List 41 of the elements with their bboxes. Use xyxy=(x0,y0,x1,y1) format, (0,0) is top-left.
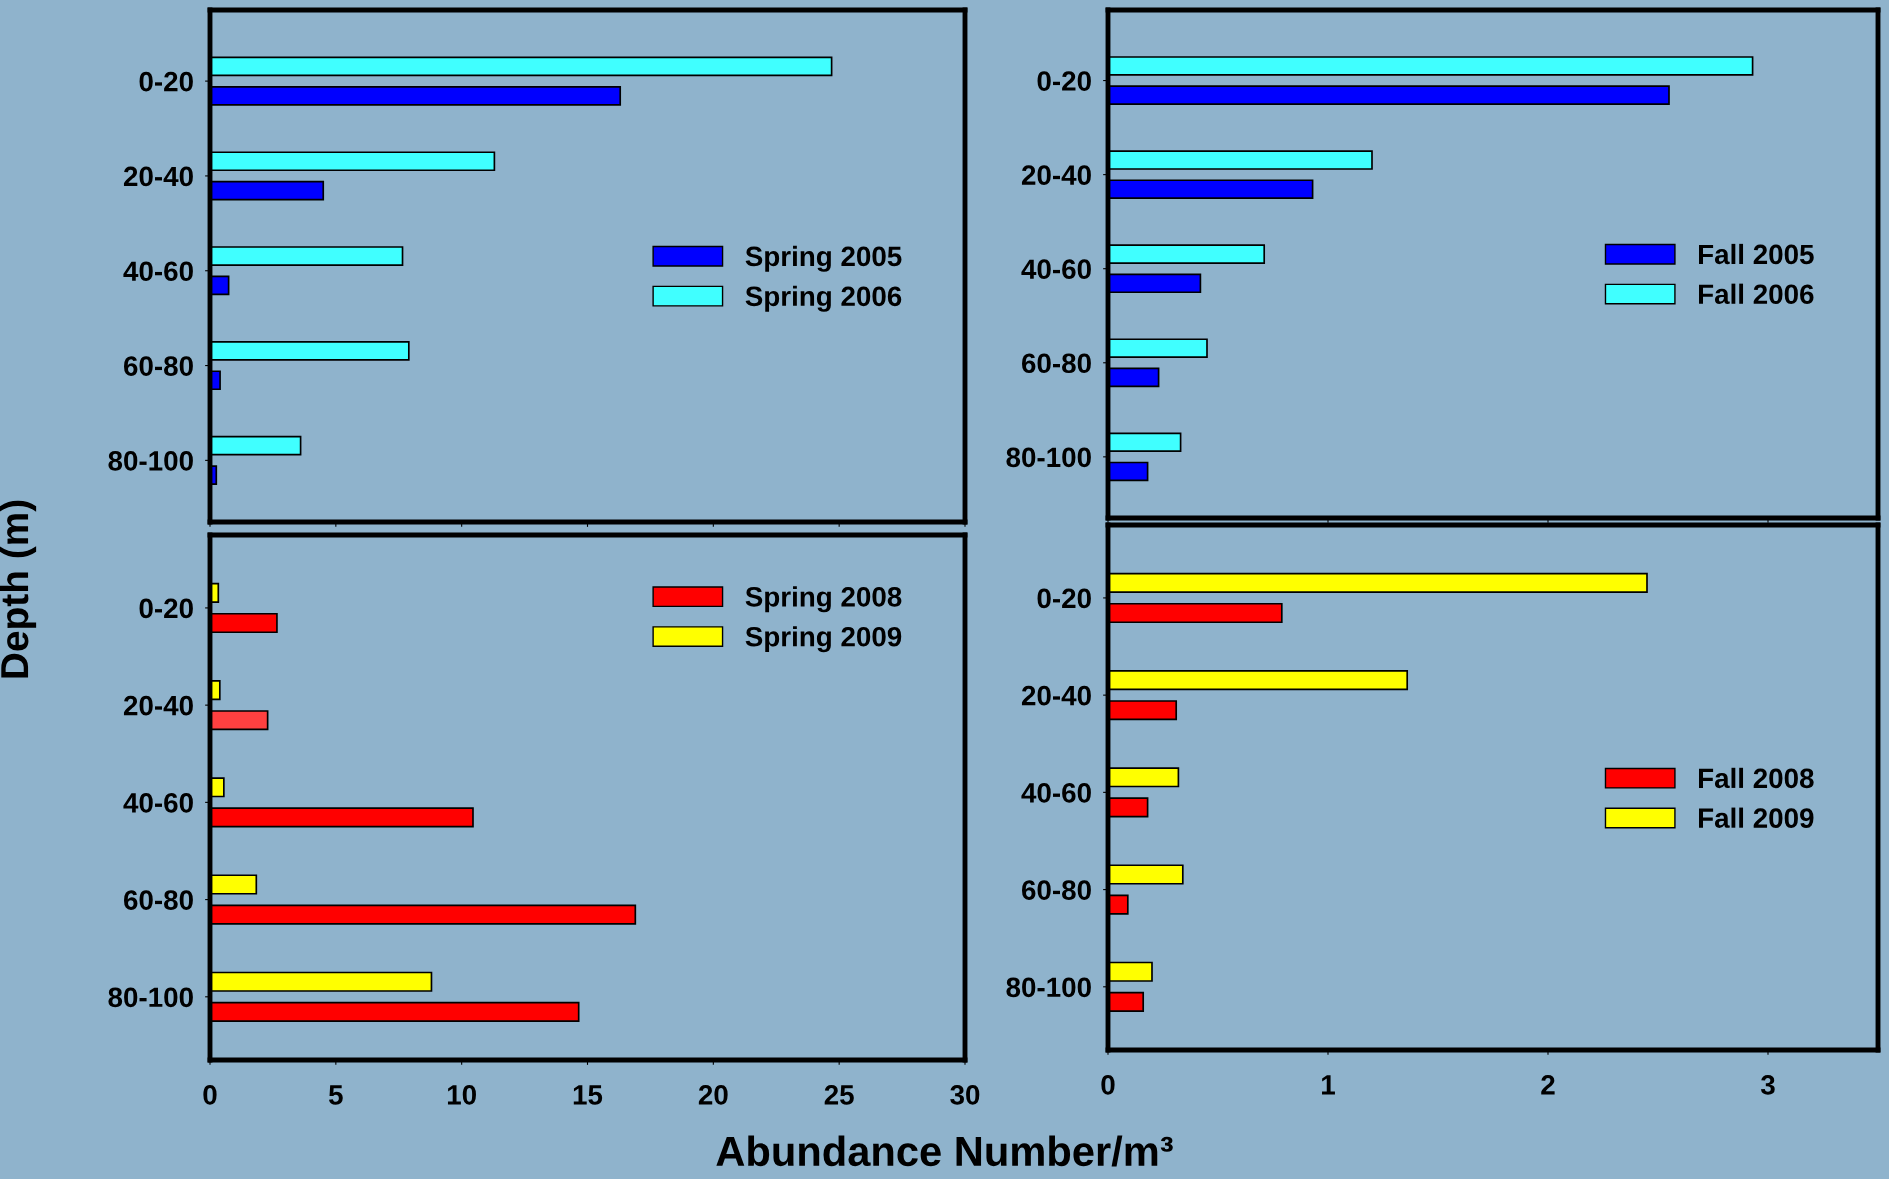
legend-label: Spring 2009 xyxy=(745,626,902,653)
y-tick-label: 80-100 xyxy=(1006,447,1091,468)
x-tick-label: 20 xyxy=(698,1085,728,1105)
y-tick-label: 0-20 xyxy=(1037,588,1091,609)
y-tick-label: 20-40 xyxy=(1021,165,1091,185)
y-tick-label: 40-60 xyxy=(123,793,193,813)
x-tick-label: 15 xyxy=(573,1085,603,1105)
x-tick-label: 30 xyxy=(950,1085,980,1105)
y-tick-label: 80-100 xyxy=(1006,977,1091,998)
x-tick-label: 0 xyxy=(203,1085,217,1105)
y-tick-label: 60-80 xyxy=(124,356,193,376)
y-tick-label: 40-60 xyxy=(1021,783,1091,803)
y-axis-title: Depth (m) xyxy=(0,500,37,678)
x-tick-label: 25 xyxy=(824,1085,854,1105)
legend-label: Spring 2006 xyxy=(745,285,902,312)
y-tick-label: 60-80 xyxy=(1022,880,1091,900)
y-tick-label: 40-60 xyxy=(1021,259,1091,280)
y-tick-label: 0-20 xyxy=(139,598,193,619)
y-tick-label: 80-100 xyxy=(108,987,193,1008)
x-tick-label: 3 xyxy=(1760,1075,1775,1095)
y-tick-label: 0-20 xyxy=(1037,71,1091,91)
y-tick-label: 40-60 xyxy=(123,261,193,282)
x-tick-label: 0 xyxy=(1101,1075,1115,1095)
x-axis-title: Abundance Number/m³ xyxy=(716,1135,1173,1167)
y-tick-label: 20-40 xyxy=(1021,685,1091,706)
legend-label: Spring 2005 xyxy=(745,245,902,272)
x-tick-label: 2 xyxy=(1541,1075,1555,1095)
y-tick-label: 60-80 xyxy=(124,890,193,910)
legend-label: Fall 2008 xyxy=(1699,767,1814,789)
y-tick-label: 80-100 xyxy=(108,451,193,471)
legend-label: Fall 2006 xyxy=(1699,283,1814,305)
x-tick-label: 5 xyxy=(328,1085,343,1105)
x-tick-label: 10 xyxy=(447,1085,476,1105)
legend-label: Fall 2009 xyxy=(1699,807,1814,828)
legend-label: Fall 2005 xyxy=(1699,243,1814,265)
y-tick-label: 0-20 xyxy=(139,71,193,92)
x-tick-label: 1 xyxy=(1322,1075,1335,1095)
legend-label: Spring 2008 xyxy=(745,586,902,613)
y-tick-label: 60-80 xyxy=(1022,353,1091,374)
y-tick-label: 20-40 xyxy=(123,695,193,716)
y-tick-label: 20-40 xyxy=(123,166,193,187)
